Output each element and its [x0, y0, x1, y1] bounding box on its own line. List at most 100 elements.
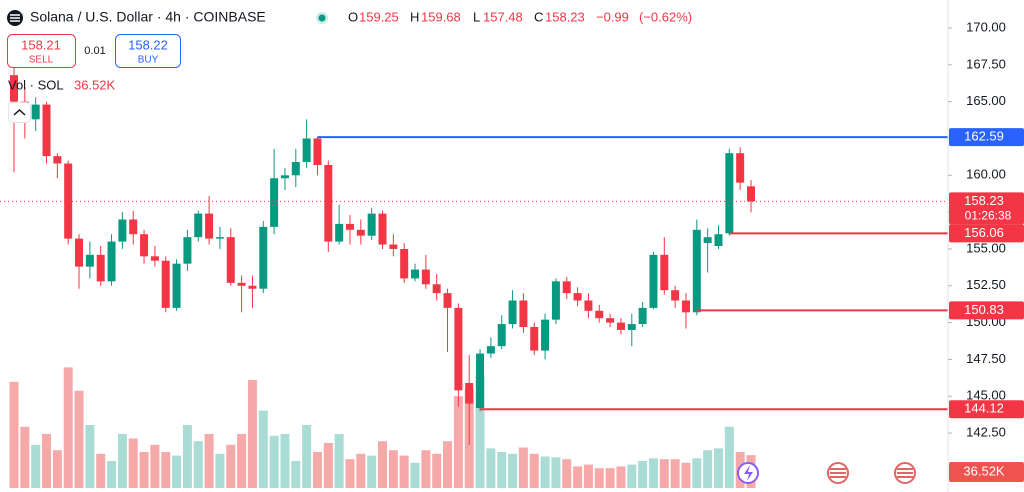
candle-body [172, 263, 181, 308]
candle-body [519, 300, 528, 328]
candle-body [10, 75, 18, 102]
y-tick-label: 152.50 [966, 277, 1006, 292]
y-tick-label: 165.00 [966, 93, 1006, 108]
symbol-title[interactable]: Solana / U.S. Dollar · 4h · COINBASE [30, 9, 266, 25]
candle-body [443, 293, 452, 308]
y-tick-label: 147.50 [966, 351, 1006, 366]
volume-bar [117, 434, 127, 488]
volume-bar [497, 452, 507, 488]
candle-body [270, 178, 279, 227]
candle-body [150, 256, 159, 261]
volume-bar [107, 461, 117, 488]
level-label-box [949, 400, 1024, 419]
volume-bar [573, 466, 583, 488]
candle-body [692, 229, 701, 313]
candle-body [75, 238, 84, 267]
volume-bar [648, 458, 658, 488]
candle-body [454, 307, 463, 391]
candle-body [671, 290, 680, 301]
flag-icon-glyph [830, 468, 846, 478]
candle-body [573, 293, 582, 301]
candle-body [411, 269, 420, 279]
volume-bar [96, 453, 106, 488]
candle-body [226, 237, 235, 283]
volume-bar [443, 441, 453, 488]
candle-body [107, 241, 116, 282]
candle-body [736, 153, 745, 183]
change-pct: (−0.62%) [639, 9, 692, 24]
volume-bar [659, 459, 669, 488]
spread: 0.01 [84, 45, 105, 57]
buy-button[interactable] [115, 34, 181, 68]
candle-body [703, 237, 712, 244]
volume-bar [85, 425, 95, 488]
level-label: 150.83 [964, 302, 1004, 317]
y-tick-label: 145.00 [966, 388, 1006, 403]
candle-body [508, 300, 517, 325]
candle-body [530, 327, 539, 351]
volume-bar [378, 441, 387, 488]
volume-bar [215, 453, 225, 488]
candle-body [660, 254, 669, 291]
ohlc-value: 157.48 [483, 9, 523, 24]
volume-bar [291, 461, 301, 488]
candle-body [562, 281, 571, 294]
volume-bar [204, 434, 214, 488]
candle-body [595, 310, 604, 319]
volume-bar [323, 443, 333, 488]
volume-bar [508, 453, 518, 488]
candle-body [31, 104, 40, 120]
volume-bar [334, 434, 344, 488]
sell-button[interactable] [7, 34, 76, 68]
volume-bar [9, 381, 19, 488]
volume-bar [421, 450, 431, 488]
volume-bar [258, 410, 268, 488]
event-icon-glyph [744, 465, 753, 481]
volume-bar [410, 462, 420, 488]
volume-bar [692, 458, 702, 488]
volume-bar [269, 435, 279, 488]
volume-bar [681, 462, 691, 488]
candle-body [476, 353, 485, 409]
volume-bar [486, 448, 496, 488]
volume-value: 36.52K [74, 77, 116, 92]
candle-body [53, 156, 62, 164]
candle-body [367, 213, 376, 236]
volume-bar [74, 390, 84, 488]
ohlc-value: 158.23 [545, 9, 585, 24]
candle-body [638, 307, 647, 325]
level-label-box [949, 128, 1024, 147]
volume-bar [247, 380, 257, 488]
ohlc-value: 159.68 [421, 9, 461, 24]
volume-bar [616, 466, 626, 488]
collapse-button[interactable] [8, 102, 31, 123]
buy-price: 158.22 [128, 37, 168, 52]
sell-price: 158.21 [21, 37, 61, 52]
candle-body [400, 248, 409, 279]
candle-body [129, 219, 138, 235]
volume-axis-label: 36.52K [963, 463, 1005, 478]
candle-body [140, 234, 149, 257]
volume-bar [540, 456, 550, 488]
volume-bar [150, 444, 160, 488]
candle-body [280, 175, 289, 179]
candle-body [551, 281, 560, 320]
candle-body [85, 254, 94, 267]
y-tick-label: 160.00 [966, 167, 1006, 182]
ohlc: O 159.25 H 159.68 L 157.48 C 158.23 −0.9… [348, 9, 692, 24]
volume-bar [638, 461, 648, 488]
volume-bar [703, 450, 713, 488]
candle-body [96, 254, 105, 282]
buy-label: BUY [138, 55, 159, 66]
candle-body [421, 269, 430, 285]
candle-body [541, 319, 550, 351]
candle-body [356, 229, 365, 236]
level-label: 156.06 [964, 225, 1004, 240]
candle-body [432, 284, 441, 294]
volume-bar [713, 448, 723, 488]
countdown: 01:26:38 [965, 209, 1012, 223]
volume-bar [562, 459, 572, 488]
candle-body [616, 322, 625, 330]
candle-body [194, 213, 203, 238]
